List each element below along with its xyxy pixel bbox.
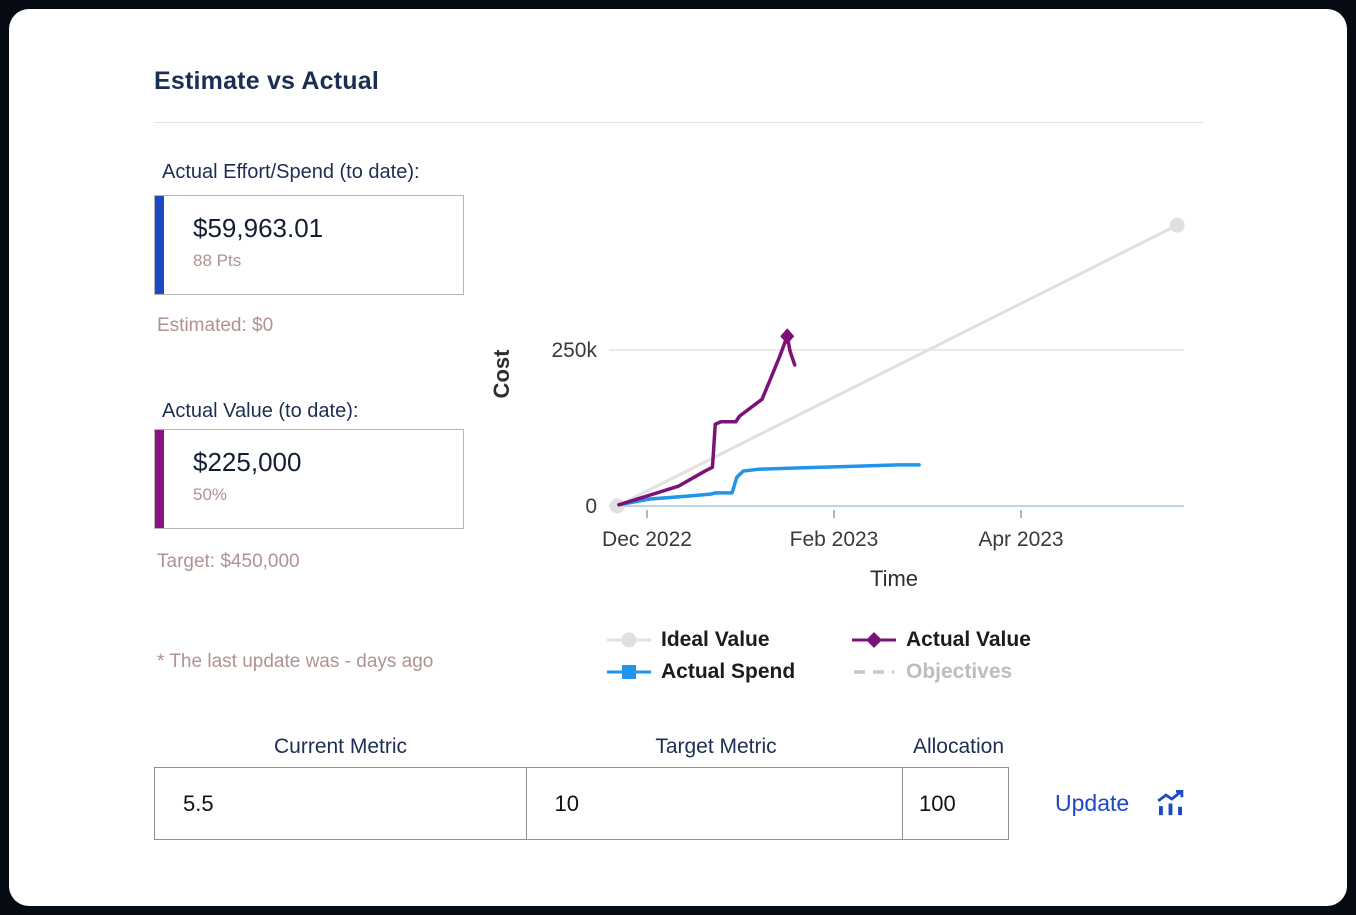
effort-accent-bar — [155, 196, 164, 294]
header-allocation: Allocation — [912, 735, 1005, 758]
header-target-metric: Target Metric — [655, 735, 777, 758]
form-headers: Current Metric Target Metric Allocation — [154, 735, 1012, 759]
effort-value: $59,963.01 — [193, 213, 324, 243]
allocation-input[interactable] — [902, 767, 1009, 840]
update-button[interactable]: Update — [1055, 790, 1130, 816]
actual-value-marker-icon — [852, 632, 896, 648]
legend-label-actual-value: Actual Value — [906, 628, 1031, 651]
objectives-marker-icon — [854, 670, 894, 674]
target-note: Target: $450,000 — [157, 551, 300, 572]
ideal-value-marker-icon — [607, 632, 651, 648]
actual-spend-marker-icon — [607, 665, 651, 679]
legend-item-actual-spend[interactable]: Actual Spend — [607, 658, 852, 686]
svg-text:Dec 2022: Dec 2022 — [602, 528, 692, 551]
header-current-metric: Current Metric — [273, 735, 408, 758]
actual-value-box: $225,000 50% — [154, 429, 464, 529]
value-subvalue: 50% — [193, 485, 228, 504]
legend-item-actual-value[interactable]: Actual Value — [852, 626, 1031, 654]
svg-text:Cost: Cost — [489, 349, 514, 399]
last-update-note: * The last update was - days ago — [157, 651, 434, 672]
legend-item-ideal-value[interactable]: Ideal Value — [607, 626, 852, 654]
effort-value-box: $59,963.01 88 Pts — [154, 195, 464, 295]
effort-subvalue: 88 Pts — [193, 251, 242, 270]
value-accent-bar — [155, 430, 164, 528]
svg-text:0: 0 — [585, 495, 597, 518]
update-chart-icon[interactable] — [1155, 788, 1186, 819]
title-divider — [154, 122, 1204, 123]
svg-text:Apr 2023: Apr 2023 — [978, 528, 1063, 551]
cost-chart: Dec 2022 Feb 2023 Apr 2023 0 250k Cost Time — [489, 217, 1185, 591]
target-metric-input[interactable] — [525, 767, 904, 840]
chart-legend: Ideal Value Actual Value Actual Spend Objec… — [489, 626, 1209, 686]
svg-text:250k: 250k — [551, 339, 597, 362]
page-title: Estimate vs Actual — [154, 67, 379, 95]
legend-label-actual-spend: Actual Spend — [661, 660, 796, 683]
svg-text:Time: Time — [870, 566, 918, 591]
estimate-vs-actual-card: Estimate vs Actual Actual Effort/Spend (… — [9, 9, 1347, 906]
effort-label: Actual Effort/Spend (to date): — [162, 161, 420, 183]
form-row: Update — [154, 767, 1186, 840]
actual-value: $225,000 — [193, 447, 302, 477]
value-label: Actual Value (to date): — [162, 400, 359, 422]
current-metric-input[interactable] — [154, 767, 527, 840]
estimated-note: Estimated: $0 — [157, 315, 274, 336]
legend-label-ideal-value: Ideal Value — [661, 628, 770, 651]
svg-text:Feb 2023: Feb 2023 — [790, 528, 879, 551]
legend-label-objectives: Objectives — [906, 660, 1013, 683]
legend-item-objectives[interactable]: Objectives — [852, 658, 1031, 686]
